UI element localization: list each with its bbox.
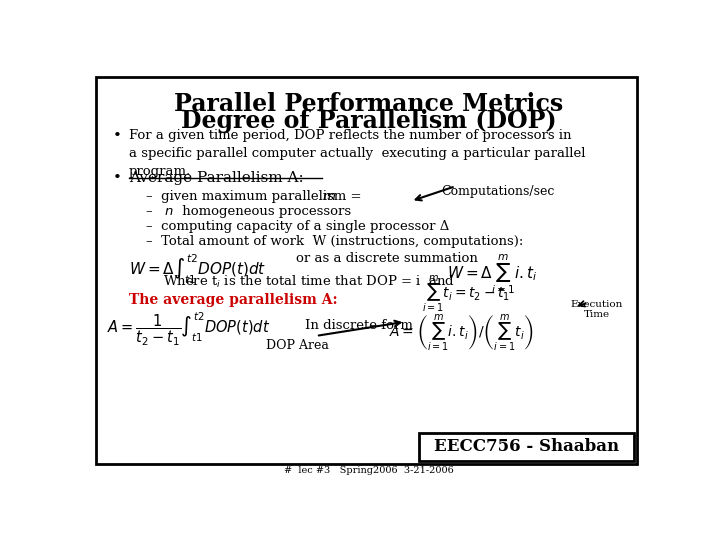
Text: $n$: $n$ [164,205,174,218]
Text: •: • [112,171,121,185]
Text: –  given maximum parallelism =: – given maximum parallelism = [145,190,366,202]
Text: –  Total amount of work  W (instructions, computations):: – Total amount of work W (instructions, … [145,235,523,248]
Text: Computations/sec: Computations/sec [441,185,555,198]
Text: Execution
Time: Execution Time [570,300,623,319]
Text: Average Parallelism A:: Average Parallelism A: [129,171,304,185]
FancyBboxPatch shape [419,433,634,461]
Text: Parallel Performance Metrics: Parallel Performance Metrics [174,92,564,116]
Text: $\sum_{i=1}^{m} t_i = t_2 - t_1$: $\sum_{i=1}^{m} t_i = t_2 - t_1$ [422,274,510,315]
Text: $m$: $m$ [322,190,336,202]
Text: homogeneous processors: homogeneous processors [178,205,351,218]
Text: EECC756 - Shaaban: EECC756 - Shaaban [433,438,619,455]
Text: –  computing capacity of a single processor Δ: – computing capacity of a single process… [145,220,449,233]
Text: #  lec #3   Spring2006  3-21-2006: # lec #3 Spring2006 3-21-2006 [284,465,454,475]
Text: •: • [112,129,121,143]
FancyBboxPatch shape [96,77,637,464]
Text: In discrete form: In discrete form [305,319,413,332]
Text: $W = \Delta\int_{t1}^{t2} DOP(t)dt$: $W = \Delta\int_{t1}^{t2} DOP(t)dt$ [129,253,266,286]
Text: Degree of Parallelism (DOP): Degree of Parallelism (DOP) [181,109,557,133]
Text: or as a discrete summation: or as a discrete summation [297,252,478,265]
Text: –: – [145,205,161,218]
Text: $A = \dfrac{1}{t_2 - t_1}\int_{t1}^{t2} DOP(t)dt$: $A = \dfrac{1}{t_2 - t_1}\int_{t1}^{t2} … [107,311,270,348]
Text: $A = \left(\sum_{i=1}^{m} i.t_i\right) / \left(\sum_{i=1}^{m} t_i\right)$: $A = \left(\sum_{i=1}^{m} i.t_i\right) /… [389,312,533,354]
Text: Where t$_i$ is the total time that DOP = i  and: Where t$_i$ is the total time that DOP =… [163,274,454,290]
Text: For a given time period, DOP reflects the number of processors in
a specific par: For a given time period, DOP reflects th… [129,129,585,178]
Text: The average parallelism A:: The average parallelism A: [129,294,338,307]
Text: $W = \Delta\sum_{i=1}^{m} i.t_i$: $W = \Delta\sum_{i=1}^{m} i.t_i$ [447,253,537,296]
Text: DOP Area: DOP Area [266,339,328,352]
